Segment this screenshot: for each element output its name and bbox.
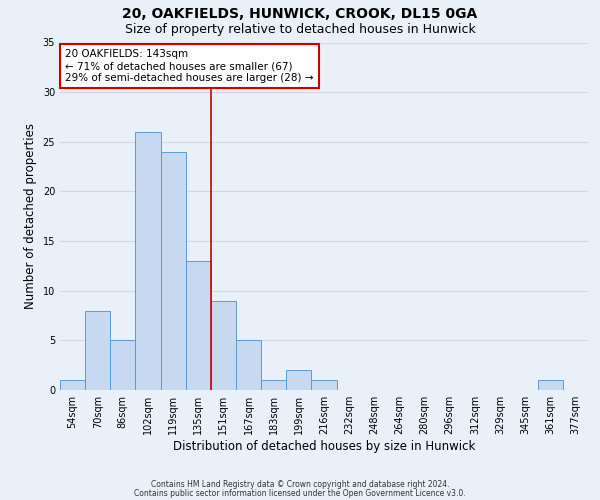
- Bar: [136, 132, 161, 390]
- Text: Contains public sector information licensed under the Open Government Licence v3: Contains public sector information licen…: [134, 488, 466, 498]
- Bar: [211, 300, 236, 390]
- Bar: [286, 370, 311, 390]
- Text: Contains HM Land Registry data © Crown copyright and database right 2024.: Contains HM Land Registry data © Crown c…: [151, 480, 449, 489]
- Y-axis label: Number of detached properties: Number of detached properties: [24, 123, 37, 309]
- Text: 20, OAKFIELDS, HUNWICK, CROOK, DL15 0GA: 20, OAKFIELDS, HUNWICK, CROOK, DL15 0GA: [122, 8, 478, 22]
- Bar: [311, 380, 337, 390]
- Bar: [236, 340, 261, 390]
- Bar: [538, 380, 563, 390]
- Bar: [60, 380, 85, 390]
- Bar: [110, 340, 136, 390]
- Bar: [161, 152, 186, 390]
- Bar: [261, 380, 286, 390]
- Text: Size of property relative to detached houses in Hunwick: Size of property relative to detached ho…: [125, 22, 475, 36]
- Text: 20 OAKFIELDS: 143sqm
← 71% of detached houses are smaller (67)
29% of semi-detac: 20 OAKFIELDS: 143sqm ← 71% of detached h…: [65, 50, 314, 82]
- X-axis label: Distribution of detached houses by size in Hunwick: Distribution of detached houses by size …: [173, 440, 475, 453]
- Bar: [85, 310, 110, 390]
- Bar: [186, 261, 211, 390]
